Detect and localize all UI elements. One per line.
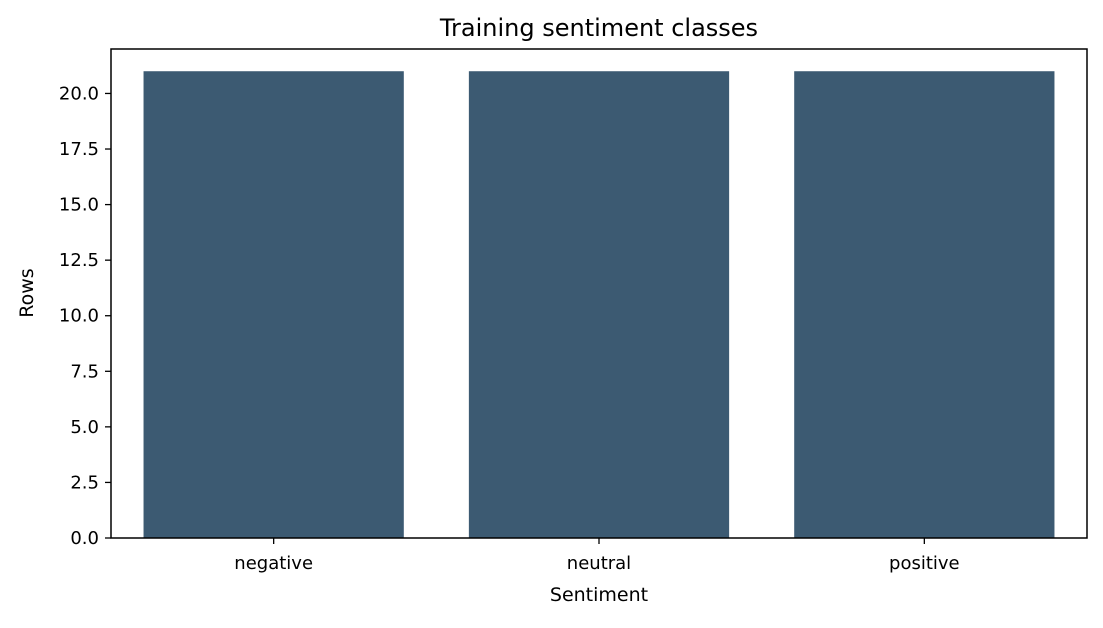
bar-neutral: [468, 71, 730, 539]
plot-frame: [110, 48, 1088, 539]
bars-layer: [143, 71, 1055, 539]
bar-positive: [794, 71, 1055, 539]
y-tick-label: 12.5: [59, 250, 99, 271]
y-tick-label: 5.0: [70, 417, 99, 438]
chart-title: Training sentiment classes: [439, 14, 758, 42]
x-tick-label: neutral: [567, 553, 631, 574]
y-tick-label: 2.5: [70, 472, 99, 493]
y-axis-label: Rows: [16, 268, 38, 317]
x-tick-label: positive: [889, 553, 960, 574]
y-axis-ticks: 0.0 2.5 5.0 7.5 10.0 12.5 15.0 17.5 20.0: [59, 83, 111, 549]
x-axis-ticks: negative neutral positive: [234, 538, 960, 574]
y-tick-label: 17.5: [59, 139, 99, 160]
y-tick-label: 7.5: [70, 361, 99, 382]
y-tick-label: 10.0: [59, 306, 99, 327]
y-tick-label: 20.0: [59, 83, 99, 104]
y-tick-label: 15.0: [59, 195, 99, 216]
bar-negative: [143, 71, 404, 539]
y-tick-label: 0.0: [70, 528, 99, 549]
x-tick-label: negative: [234, 553, 313, 574]
x-axis-label: Sentiment: [550, 584, 648, 606]
